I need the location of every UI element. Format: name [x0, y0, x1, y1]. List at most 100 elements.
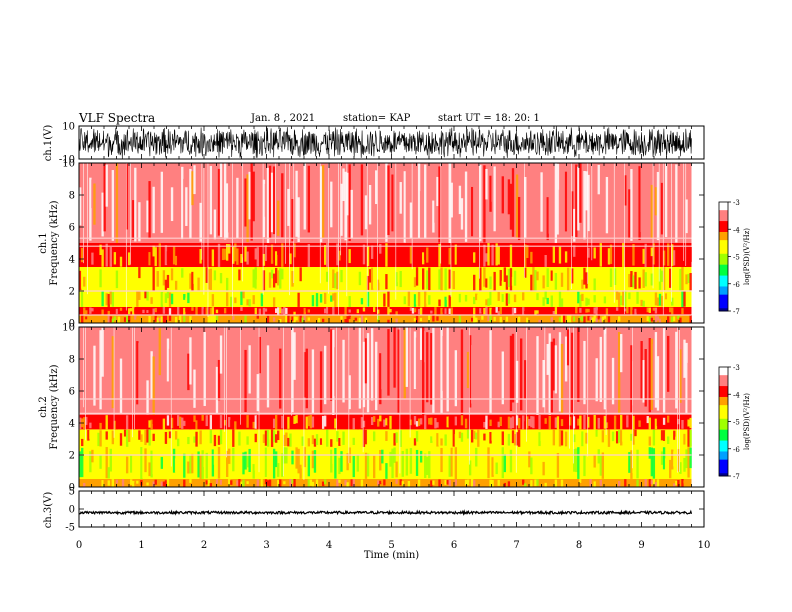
psd-streak [85, 316, 88, 320]
colorbar-cell [719, 308, 728, 312]
psd-streak [379, 415, 382, 422]
psd-streak [93, 345, 96, 406]
psd-streak [279, 268, 282, 289]
psd-streak [554, 345, 558, 394]
colorbar-cell [719, 242, 728, 247]
psd-streak [415, 337, 419, 389]
psd-streak [466, 267, 470, 291]
psd-streak [223, 419, 227, 426]
colorbar-cell [719, 369, 728, 373]
colorbar-cell [719, 294, 728, 298]
psd-streak [311, 450, 315, 469]
colorbar-cell [719, 218, 728, 222]
psd-streak [364, 317, 368, 323]
psd-streak [162, 292, 166, 305]
psd-streak [530, 416, 533, 428]
psd-streak [424, 291, 427, 307]
psd-streak [293, 332, 296, 380]
psd-streak [452, 479, 455, 483]
colorbar-cell [719, 421, 728, 425]
psd-streak [356, 415, 360, 430]
psd-streak [487, 447, 490, 479]
colorbar-tick-label: -6 [733, 446, 740, 454]
psd-gap [377, 163, 378, 320]
psd-streak [460, 432, 464, 442]
psd-streak [162, 334, 166, 415]
psd-streak [313, 450, 317, 473]
psd-streak [128, 332, 131, 403]
psd-streak [422, 268, 425, 290]
psd-streak [566, 267, 570, 291]
psd-streak [530, 429, 533, 447]
psd-streak [383, 163, 386, 224]
psd-streak [307, 479, 311, 487]
psd-streak [268, 429, 272, 440]
psd-streak [587, 247, 590, 258]
psd-streak [305, 348, 308, 409]
psd-streak [336, 271, 339, 290]
psd-streak [424, 249, 427, 260]
psd-streak [366, 453, 370, 477]
psd-streak [411, 338, 415, 414]
psd-streak [360, 298, 364, 305]
psd-streak [683, 457, 686, 472]
psd-streak [417, 479, 421, 487]
psd-streak [656, 416, 660, 427]
psd-streak [207, 327, 210, 415]
psd-streak [528, 451, 531, 468]
psd-streak [419, 328, 423, 360]
psd-streak [524, 267, 527, 278]
psd-streak [144, 291, 147, 299]
psd-streak [105, 447, 108, 479]
psd-streak [305, 244, 308, 266]
psd-streak [215, 366, 219, 414]
psd-streak [373, 416, 376, 422]
psd-streak [134, 482, 137, 486]
psd-streak [340, 431, 343, 446]
psd-streak [366, 246, 370, 267]
psd-streak [419, 191, 423, 242]
psd-streak [542, 275, 545, 289]
psd-streak [81, 447, 84, 478]
psd-streak [487, 479, 490, 485]
psd-streak [446, 327, 449, 412]
psd-streak [303, 447, 306, 468]
psd-streak [187, 292, 190, 304]
psd-streak [254, 267, 257, 289]
psd-streak [370, 417, 374, 426]
psd-streak [123, 429, 127, 437]
psd-streak [246, 481, 249, 485]
psd-streak [215, 309, 219, 314]
colorbar-cell [719, 272, 728, 277]
psd-streak [566, 164, 570, 243]
psd-streak [146, 429, 149, 443]
psd-streak [673, 451, 676, 467]
psd-streak [558, 332, 562, 412]
colorbar-cell [719, 221, 728, 225]
colorbar-cell [719, 226, 728, 230]
psd-streak [201, 165, 204, 220]
psd-streak [358, 479, 362, 484]
psd-streak [430, 480, 433, 487]
psd-streak [487, 272, 490, 288]
psd-streak [489, 307, 492, 315]
psd-streak [415, 421, 419, 427]
psd-streak [272, 245, 276, 260]
psd-streak [583, 171, 586, 240]
psd-streak [585, 272, 588, 289]
colorbar-cell [719, 459, 728, 463]
psd-streak [595, 358, 598, 402]
psd-streak [101, 291, 104, 307]
psd-streak [479, 483, 482, 487]
psd-streak [217, 435, 221, 445]
psd-streak [395, 176, 398, 238]
colorbar-cell [719, 305, 728, 309]
psd-streak [360, 479, 364, 487]
psd-streak [183, 420, 186, 426]
psd-streak [119, 307, 123, 311]
psd-streak [328, 307, 331, 315]
psd-streak [366, 275, 370, 290]
psd-gap [411, 163, 413, 270]
psd-streak [301, 452, 304, 469]
psd-streak [246, 174, 249, 243]
